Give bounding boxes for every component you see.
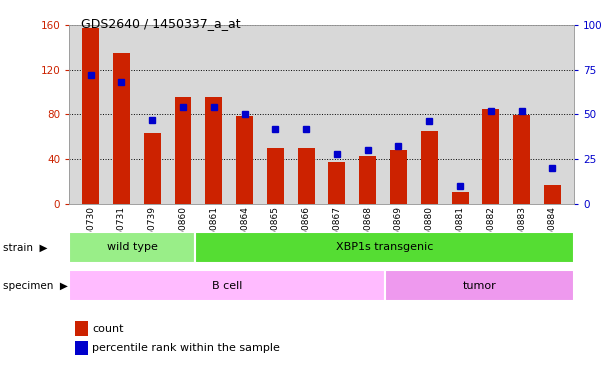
Bar <box>421 131 438 204</box>
Bar <box>236 116 253 204</box>
Bar <box>513 115 530 204</box>
Text: GDS2640 / 1450337_a_at: GDS2640 / 1450337_a_at <box>81 17 241 30</box>
Bar <box>451 192 469 204</box>
Bar <box>267 148 284 204</box>
Bar <box>75 321 88 336</box>
Text: XBP1s transgenic: XBP1s transgenic <box>336 242 433 252</box>
Text: strain  ▶: strain ▶ <box>3 242 47 252</box>
Bar <box>206 98 222 204</box>
Bar <box>174 98 192 204</box>
Bar <box>144 133 160 204</box>
Bar <box>483 109 499 204</box>
Text: percentile rank within the sample: percentile rank within the sample <box>92 343 280 353</box>
Bar <box>390 150 407 204</box>
Text: wild type: wild type <box>107 242 157 252</box>
Text: specimen  ▶: specimen ▶ <box>3 281 68 291</box>
Bar <box>69 232 195 263</box>
Bar <box>297 148 314 204</box>
Bar <box>385 270 574 301</box>
Bar <box>544 185 561 204</box>
Bar <box>329 162 346 204</box>
Bar <box>82 28 99 204</box>
Bar <box>359 156 376 204</box>
Text: B cell: B cell <box>212 281 242 291</box>
Bar <box>195 232 574 263</box>
Bar <box>69 270 385 301</box>
Bar <box>75 341 88 355</box>
Bar <box>113 53 130 204</box>
Text: tumor: tumor <box>462 281 496 291</box>
Text: count: count <box>92 324 123 334</box>
